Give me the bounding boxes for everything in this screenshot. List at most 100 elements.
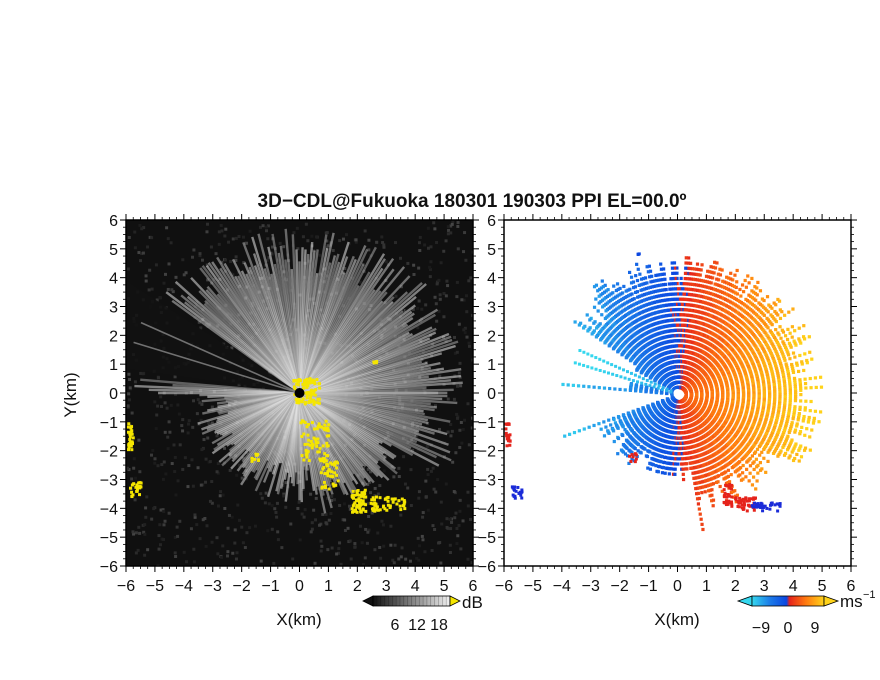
noise-pixel <box>259 559 263 563</box>
noise-pixel <box>259 492 263 496</box>
clutter-pixel <box>335 466 339 470</box>
noise-pixel <box>409 504 413 508</box>
velocity-pixel <box>594 283 599 287</box>
velocity-pixel <box>727 299 731 303</box>
noise-pixel <box>173 470 177 474</box>
velocity-pixel <box>729 271 733 275</box>
noise-pixel <box>276 538 280 542</box>
velocity-pixel <box>808 376 812 381</box>
noise-pixel <box>270 527 274 531</box>
clutter-pixel <box>317 422 321 426</box>
noise-pixel <box>445 517 449 521</box>
velocity-pixel <box>769 368 774 372</box>
noise-pixel <box>408 559 412 563</box>
noise-pixel <box>373 494 377 498</box>
velocity-pixel <box>712 298 716 302</box>
clutter-pixel <box>322 460 326 464</box>
noise-pixel <box>138 223 142 227</box>
velocity-pixel <box>808 350 812 354</box>
velocity-pixel <box>679 287 683 291</box>
velocity-pixel <box>627 299 631 303</box>
noise-pixel <box>134 531 138 535</box>
noise-pixel <box>166 447 170 451</box>
clutter-pixel <box>323 423 327 427</box>
velocity-pixel <box>783 381 787 386</box>
velocity-pixel <box>715 288 719 292</box>
velocity-pixel <box>743 278 747 283</box>
noise-pixel <box>276 258 280 262</box>
y-tick-label: 6 <box>109 213 118 230</box>
noise-pixel <box>399 256 403 260</box>
noise-pixel <box>320 544 324 548</box>
velocity-pixel <box>713 293 717 297</box>
noise-pixel <box>147 288 151 292</box>
velocity-pixel <box>779 336 783 340</box>
y-tick-label: 5 <box>109 242 118 259</box>
velocity-pixel <box>630 292 634 296</box>
velocity-pixel <box>785 349 789 353</box>
velocity-pixel <box>769 313 773 317</box>
velocity-pixel <box>776 373 780 377</box>
velocity-pixel <box>776 313 780 317</box>
clutter-pixel <box>301 386 305 390</box>
reflectivity-field <box>126 220 473 566</box>
velocity-pixel <box>648 275 652 279</box>
noise-pixel <box>144 279 148 283</box>
noise-pixel <box>172 443 176 447</box>
velocity-pixel <box>654 294 658 299</box>
velocity-pixel <box>687 298 691 302</box>
velocity-pixel <box>658 283 662 287</box>
velocity-pixel <box>610 297 614 302</box>
velocity-pixel <box>672 297 676 301</box>
noise-pixel <box>266 237 270 241</box>
velocity-pixel <box>612 284 616 288</box>
velocity-pixel <box>711 276 715 280</box>
velocity-pixel <box>631 286 636 290</box>
clutter-pixel <box>362 502 366 506</box>
clutter-pixel <box>326 470 330 474</box>
noise-pixel <box>373 486 377 490</box>
velocity-pixel <box>788 387 792 391</box>
velocity-pixel <box>749 294 753 298</box>
noise-pixel <box>245 241 249 245</box>
noise-pixel <box>196 466 200 470</box>
velocity-pixel <box>663 277 667 281</box>
velocity-pixel <box>629 275 634 279</box>
noise-pixel <box>204 457 208 461</box>
clutter-pixel <box>397 499 401 503</box>
clutter-pixel <box>139 485 143 489</box>
noise-pixel <box>375 240 379 244</box>
noise-pixel <box>382 469 386 473</box>
noise-pixel <box>191 484 195 488</box>
noise-pixel <box>330 494 334 498</box>
clutter-pixel <box>360 494 364 498</box>
noise-pixel <box>233 541 237 545</box>
noise-pixel <box>190 458 194 462</box>
velocity-pixel <box>671 276 675 281</box>
velocity-pixel <box>649 296 653 300</box>
velocity-pixel <box>778 346 782 350</box>
velocity-pixel <box>722 291 726 295</box>
clutter-pixel <box>135 483 139 487</box>
noise-pixel <box>411 307 415 311</box>
velocity-pixel <box>797 326 801 330</box>
noise-pixel <box>438 374 442 378</box>
velocity-pixel <box>699 278 703 283</box>
velocity-pixel <box>708 270 712 274</box>
noise-pixel <box>376 492 380 496</box>
noise-pixel <box>126 466 130 470</box>
noise-pixel <box>458 498 462 502</box>
velocity-pixel <box>715 277 719 281</box>
velocity-pixel <box>634 290 638 295</box>
velocity-pixel <box>616 287 620 292</box>
noise-pixel <box>155 298 159 302</box>
clutter-pixel <box>323 484 327 488</box>
velocity-pixel <box>713 299 717 303</box>
noise-pixel <box>140 227 144 231</box>
velocity-pixel <box>701 279 705 283</box>
noise-pixel <box>369 470 373 474</box>
velocity-pixel <box>717 294 721 299</box>
clutter-pixel <box>312 427 316 431</box>
velocity-pixel <box>788 343 792 347</box>
noise-pixel <box>204 544 208 548</box>
